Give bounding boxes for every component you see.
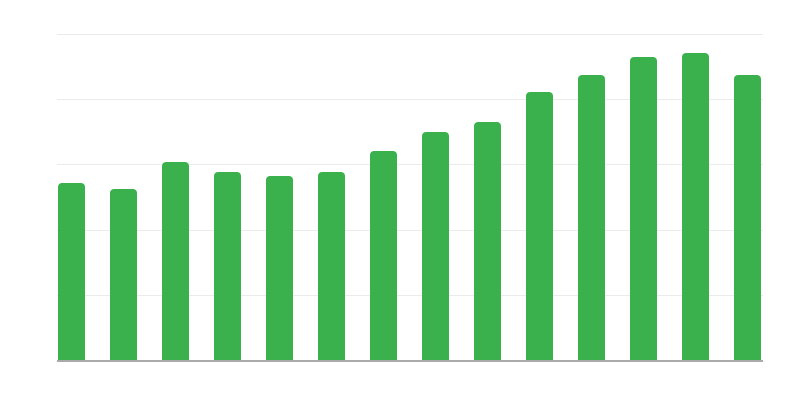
bar[interactable] bbox=[370, 151, 397, 360]
bar[interactable] bbox=[578, 75, 605, 360]
gridline-y-1 bbox=[57, 294, 763, 296]
gridline-y-3 bbox=[57, 164, 763, 166]
x-axis-line bbox=[57, 360, 763, 362]
bar[interactable] bbox=[526, 92, 553, 360]
bar[interactable] bbox=[214, 172, 241, 360]
bar[interactable] bbox=[422, 132, 449, 360]
bars-layer bbox=[57, 34, 763, 360]
gridline-y-4 bbox=[57, 99, 763, 101]
bar[interactable] bbox=[682, 52, 709, 360]
bar[interactable] bbox=[474, 122, 501, 360]
gridline-y-2 bbox=[57, 229, 763, 231]
bar[interactable] bbox=[110, 188, 137, 360]
bar[interactable] bbox=[162, 162, 189, 360]
bar[interactable] bbox=[734, 75, 761, 360]
bar[interactable] bbox=[318, 171, 345, 360]
bar[interactable] bbox=[266, 176, 293, 360]
bar[interactable] bbox=[58, 183, 85, 360]
gridline-y-5 bbox=[57, 34, 763, 35]
plot-area bbox=[57, 34, 763, 360]
bar[interactable] bbox=[630, 56, 657, 360]
